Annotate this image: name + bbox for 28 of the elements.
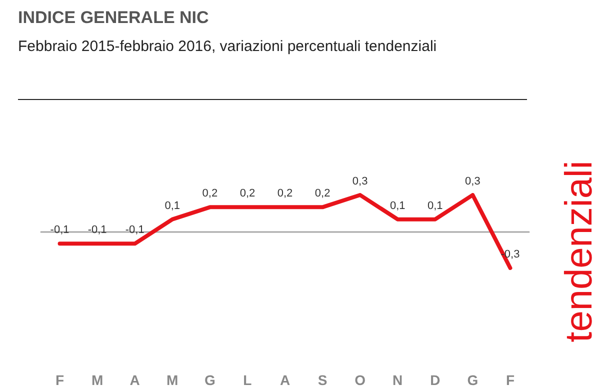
x-tick-label: G xyxy=(467,372,478,387)
data-label: 0,3 xyxy=(465,176,480,188)
data-label: -0,1 xyxy=(50,224,70,236)
x-tick-label: F xyxy=(506,372,515,387)
text: tendenziali xyxy=(558,160,600,344)
data-label: 0,2 xyxy=(277,188,293,200)
data-label: 0,1 xyxy=(428,200,443,212)
data-label: 0,3 xyxy=(352,176,368,188)
x-tick-label: O xyxy=(354,372,366,387)
x-tick-label: D xyxy=(430,372,440,387)
x-tick-label: M xyxy=(166,372,178,387)
x-tick-label: L xyxy=(243,372,252,387)
data-label: -0,1 xyxy=(125,224,144,236)
data-label: 0,1 xyxy=(164,200,180,212)
data-label: -0,1 xyxy=(88,224,107,236)
x-tick-label: S xyxy=(318,372,328,387)
chart-title: INDICE GENERALE NIC xyxy=(18,8,209,28)
data-label: 0,2 xyxy=(202,188,218,200)
data-label: 0,2 xyxy=(314,188,330,200)
x-tick-label: F xyxy=(55,372,64,387)
chart-subtitle: Febbraio 2015-febbraio 2016, variazioni percentuali tendenziali xyxy=(18,38,437,55)
x-tick-label: A xyxy=(130,372,140,387)
data-label: 0,2 xyxy=(240,188,256,200)
x-tick-label: A xyxy=(280,372,290,387)
x-tick-label: G xyxy=(204,372,216,387)
data-label: 0,1 xyxy=(390,200,406,212)
x-tick-label: N xyxy=(392,372,403,387)
x-tick-label: M xyxy=(91,372,104,387)
